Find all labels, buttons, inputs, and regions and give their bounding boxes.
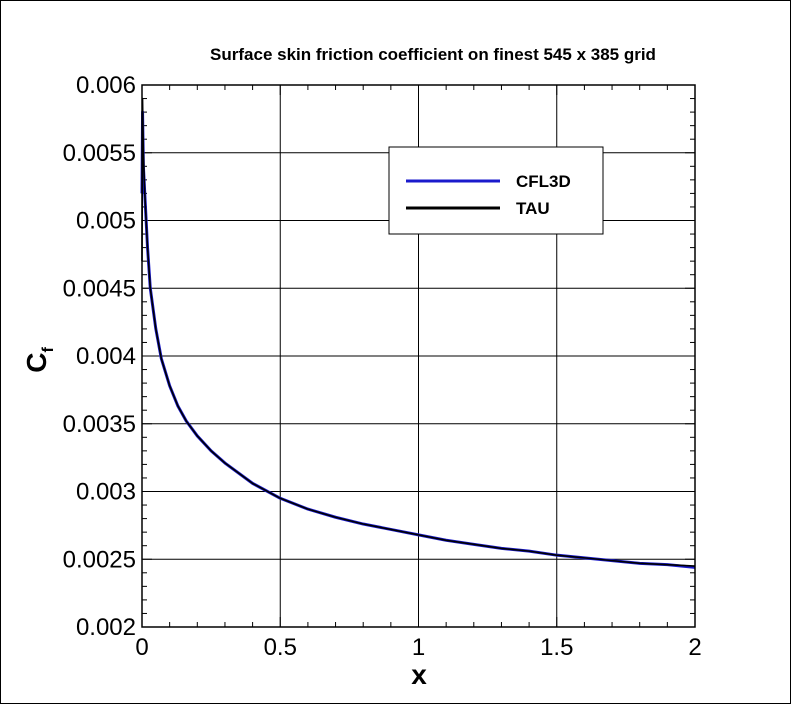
y-axis-title-sub: f [40,347,57,353]
y-tick-label: 0.0055 [63,140,136,167]
tick-labels: 0 0.5 1 1.5 2 0.002 0.0025 0.003 0.0035 0.004 0.00… [63,72,702,661]
y-tick-label: 0.002 [76,614,136,641]
legend-label-cfl3d: CFL3D [516,172,571,191]
x-axis-title: x [411,659,427,690]
y-tick-label: 0.004 [76,343,136,370]
x-tick-label: 1.5 [540,634,573,661]
x-tick-label: 0 [135,634,148,661]
series-line-tau [141,97,696,567]
y-tick-label: 0.0045 [63,275,136,302]
y-axis-title-main: C [21,353,52,373]
y-tick-label: 0.0035 [63,411,136,438]
legend-box [388,146,604,235]
legend-label-tau: TAU [516,199,550,218]
x-tick-label: 0.5 [264,634,297,661]
y-tick-label: 0.005 [76,208,136,235]
svg-text:Cf: Cf [21,347,57,373]
x-tick-label: 1 [412,634,425,661]
x-tick-label: 2 [688,634,701,661]
y-tick-label: 0.003 [76,479,136,506]
y-tick-label: 0.0025 [63,546,136,573]
series-layer [140,97,696,569]
y-tick-label: 0.006 [76,72,136,99]
chart-title: Surface skin friction coefficient on fin… [210,45,656,64]
y-axis-title: Cf [21,347,57,373]
plot-area-border [141,84,696,628]
legend: CFL3D TAU [388,146,604,235]
